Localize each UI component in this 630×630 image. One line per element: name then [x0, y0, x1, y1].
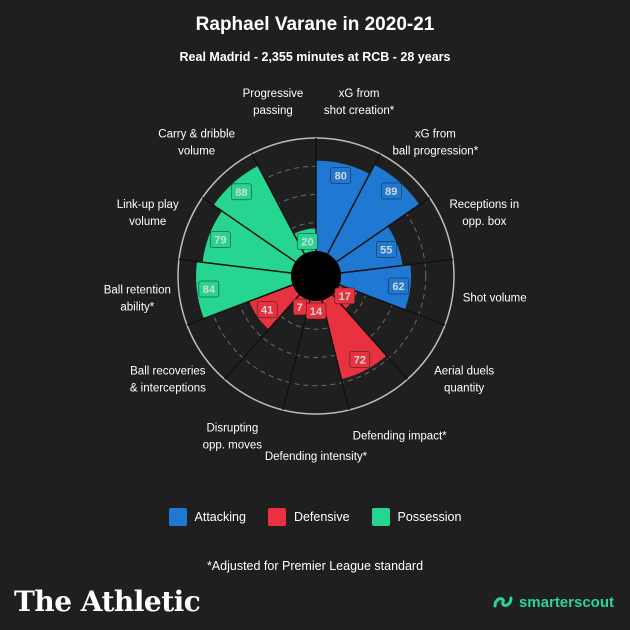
value-label-11: 88	[235, 187, 247, 199]
category-label-3: Shot volume	[463, 293, 527, 305]
value-label-3: 62	[392, 281, 404, 293]
category-label-11: Carry & dribble volume	[158, 128, 235, 157]
chart-subtitle: Real Madrid - 2,355 minutes at RCB - 28 …	[179, 50, 451, 64]
bar-0	[316, 160, 370, 254]
value-label-bg-5	[349, 351, 371, 368]
spoke-3	[340, 258, 454, 274]
value-label-bg-7	[292, 298, 307, 316]
category-label-2: Receptions in opp. box	[449, 199, 519, 228]
the-athletic-logo: The Athletic	[14, 585, 201, 618]
footnote: *Adjusted for Premier League standard	[206, 559, 424, 573]
bar-9	[196, 261, 293, 319]
legend-item-defensive: Defensive	[267, 508, 350, 526]
spoke-4	[339, 284, 446, 326]
spoke-5	[332, 294, 409, 380]
spoke-2	[336, 196, 430, 263]
spoke-7	[282, 300, 311, 411]
category-label-9: Ball retention ability*	[104, 285, 171, 314]
value-label-10: 79	[214, 235, 226, 247]
category-label-12: Progressive passing	[243, 88, 304, 117]
spoke-1	[326, 153, 381, 255]
legend-label-defensive: Defensive	[293, 510, 350, 524]
value-label-8: 41	[261, 305, 273, 317]
value-label-1: 89	[385, 186, 397, 198]
legend-item-possession: Possession	[371, 508, 462, 526]
category-label-4: Aerial duels quantity	[434, 365, 494, 394]
value-label-9: 84	[203, 284, 216, 296]
smarterscout-icon	[493, 596, 513, 608]
smarterscout-logo: smarterscout	[492, 592, 614, 612]
value-label-bg-0	[330, 167, 351, 184]
value-label-4: 17	[339, 291, 351, 303]
value-label-2: 55	[380, 244, 392, 256]
legend-item-attacking: Attacking	[168, 508, 246, 526]
value-label-bg-11	[231, 183, 252, 201]
value-label-bg-12	[297, 233, 318, 250]
legend-label-possession: Possession	[397, 510, 462, 524]
legend: Attacking Defensive Possession	[0, 508, 630, 526]
value-label-7: 7	[297, 302, 303, 314]
value-label-bg-3	[388, 277, 409, 295]
category-label-6: Defending intensity*	[265, 451, 368, 463]
smarterscout-label: smarterscout	[518, 593, 614, 611]
legend-swatch-attacking	[168, 508, 187, 526]
legend-swatch-possession	[371, 508, 390, 526]
legend-label-attacking: Attacking	[194, 510, 246, 524]
chart-title: Raphael Varane in 2020-21	[195, 14, 435, 35]
value-label-bg-2	[376, 241, 397, 258]
value-label-bg-8	[256, 301, 278, 318]
value-label-6: 14	[310, 306, 323, 318]
value-label-0: 80	[335, 171, 347, 183]
category-label-7: Disrupting opp. moves	[203, 422, 263, 451]
bar-2	[336, 226, 403, 273]
category-label-0: xG from shot creation*	[324, 88, 395, 117]
category-label-5: Defending impact*	[353, 430, 447, 442]
value-label-bg-4	[334, 287, 356, 305]
value-label-bg-9	[198, 280, 220, 298]
legend-swatch-defensive	[267, 508, 286, 526]
value-label-12: 20	[301, 236, 313, 248]
category-label-1: xG from ball progression*	[393, 128, 479, 157]
bar-5	[321, 294, 387, 380]
value-label-bg-10	[210, 231, 231, 248]
center-hole	[291, 251, 341, 301]
spoke-9	[186, 284, 293, 326]
spoke-10	[178, 258, 292, 274]
value-label-5: 72	[354, 355, 366, 367]
bar-10	[202, 211, 296, 273]
spoke-6	[321, 300, 350, 411]
spoke-11	[202, 196, 296, 263]
bar-3	[339, 264, 412, 310]
category-label-10: Link-up play volume	[117, 199, 179, 228]
spoke-12	[251, 153, 306, 255]
value-label-bg-1	[381, 182, 402, 200]
spoke-8	[223, 294, 300, 380]
category-label-8: Ball recoveries & interceptions	[130, 365, 206, 394]
